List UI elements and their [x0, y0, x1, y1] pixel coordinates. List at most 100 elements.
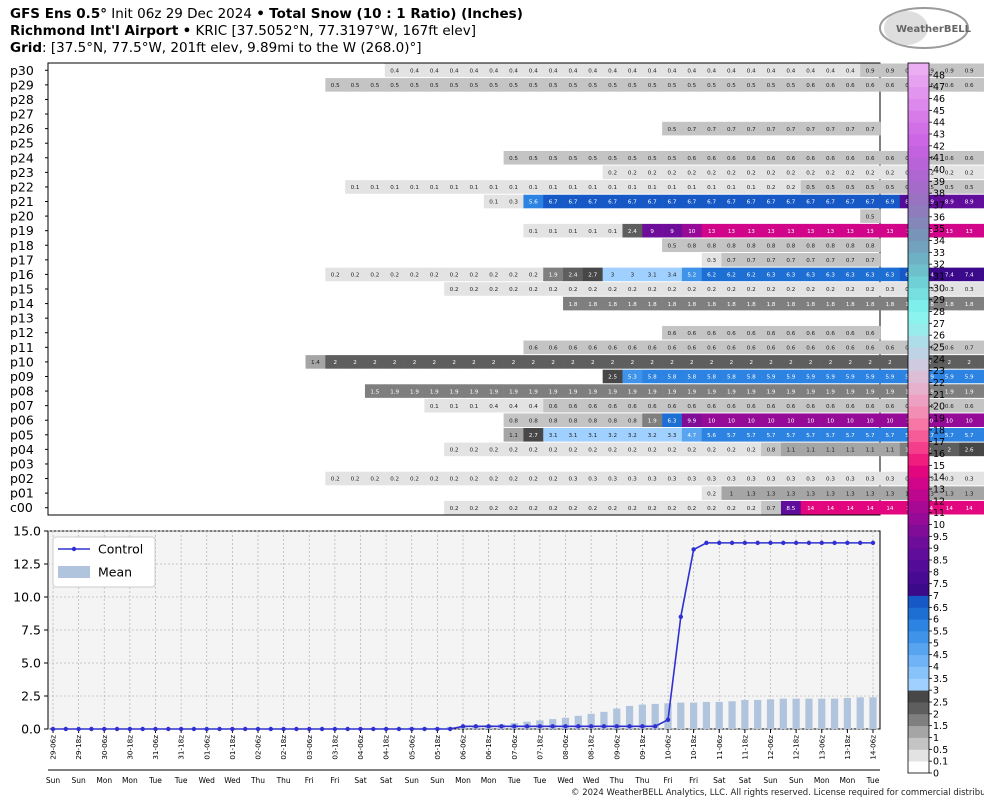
heat-cell-value: 0.2 — [687, 448, 696, 454]
heat-cell-value: 5.7 — [945, 433, 954, 439]
heat-cell-value: 5.7 — [965, 433, 974, 439]
row-label: c00 — [10, 500, 33, 515]
heat-cell-value: 3 — [631, 273, 635, 279]
heat-cell — [662, 355, 683, 369]
heat-cell — [642, 267, 663, 282]
heat-cell — [444, 355, 465, 369]
colorbar-swatch — [908, 252, 929, 265]
heat-cell — [701, 486, 722, 500]
heat-cell-value: 0.2 — [866, 171, 875, 177]
heat-cell-value: 0.4 — [767, 68, 776, 74]
control-point — [371, 726, 376, 732]
heat-cell-value: 6.3 — [826, 273, 835, 279]
heat-cell — [582, 471, 603, 486]
heat-cell — [860, 471, 881, 486]
weatherbell-logo: WeatherBELL — [876, 4, 972, 54]
heat-cell-value: 8.9 — [925, 200, 934, 206]
heat-cell-value: 0.2 — [509, 448, 518, 454]
colorbar-label: 22 — [933, 378, 945, 389]
heat-cell — [602, 471, 623, 486]
colorbar-swatch — [908, 654, 929, 667]
heat-cell-value: 0.9 — [965, 68, 974, 74]
heat-cell-value: 6.7 — [707, 200, 716, 206]
heat-cell-value: 0.2 — [489, 506, 498, 512]
heat-cell — [483, 442, 504, 457]
heat-cell — [602, 180, 623, 194]
heat-cell-value: 0.7 — [846, 258, 855, 264]
row-label: p12 — [10, 325, 34, 340]
row-label: p19 — [10, 223, 34, 238]
heat-cell — [384, 63, 405, 78]
heat-cell-value: 0.4 — [826, 68, 835, 74]
mean-bar — [702, 701, 711, 729]
heat-cell — [483, 267, 504, 282]
heat-cell-value: 1.1 — [786, 448, 795, 454]
heat-cell-value: 0.6 — [786, 156, 795, 162]
heat-cell-value: 1.9 — [509, 389, 518, 395]
heat-cell — [662, 282, 683, 296]
day-label: Wed — [224, 776, 241, 785]
ensemble-heatmap: p30 0.4 0.4 0.4 0.4 0.4 0.4 0.4 0.4 0.4 0.4 0.4 0.4 0… — [10, 62, 984, 516]
control-point — [717, 540, 722, 546]
heat-cell — [523, 78, 544, 92]
control-point — [614, 724, 619, 729]
heat-cell — [741, 325, 762, 340]
heat-cell-value: 0.6 — [668, 346, 677, 352]
heat-cell-value: 0.2 — [351, 477, 360, 483]
colorbar-swatch — [908, 619, 929, 632]
heat-cell — [800, 355, 821, 369]
heat-cell-value: 8.9 — [945, 200, 954, 206]
heat-cell-value: 0.6 — [687, 331, 696, 337]
heat-cell-value: 0.6 — [806, 346, 815, 352]
heat-cell — [880, 78, 901, 92]
heat-cell-value: 8.5 — [786, 506, 795, 512]
colorbar-label: 32 — [933, 260, 945, 271]
heat-cell-value: 0.5 — [965, 185, 974, 191]
heat-cell — [681, 384, 703, 398]
row-label: p18 — [10, 238, 34, 253]
control-point — [447, 726, 453, 732]
mean-bar — [613, 708, 621, 729]
heat-cell — [662, 150, 683, 165]
heat-cell — [860, 267, 881, 282]
heat-cell — [939, 500, 960, 515]
heat-cell — [800, 486, 821, 500]
heat-cell — [543, 384, 564, 398]
heat-cell-value: 6.2 — [747, 273, 756, 279]
heat-cell-value: 0.6 — [648, 404, 657, 410]
heat-cell — [563, 78, 584, 92]
colorbar: 00.10.511.522.533.544.555.566.577.588.59… — [907, 62, 948, 780]
heat-cell — [741, 384, 762, 398]
heat-cell-value: 13 — [787, 229, 795, 235]
heat-cell — [979, 267, 984, 282]
heat-cell-value: 0.2 — [410, 273, 419, 279]
heat-cell — [939, 165, 960, 180]
heat-cell — [840, 384, 861, 398]
heat-cell-value: 0.8 — [588, 418, 597, 424]
heat-cell — [780, 325, 802, 340]
heat-cell — [939, 296, 960, 311]
heat-cell — [642, 428, 663, 442]
heat-cell-value: 1.9 — [866, 389, 875, 395]
control-point — [768, 540, 773, 546]
heat-cell — [780, 355, 802, 369]
heat-cell — [800, 340, 821, 355]
heat-cell — [701, 471, 722, 486]
heat-cell — [761, 296, 782, 311]
control-point — [691, 547, 696, 552]
heat-cell-value: 1.8 — [628, 302, 637, 308]
heat-cell — [939, 150, 960, 165]
control-point — [204, 726, 209, 732]
station-detail: KRIC [37.5052°N, 77.3197°W, 167ft elev] — [195, 23, 476, 39]
heat-cell-value: 6.3 — [846, 273, 855, 279]
heat-cell — [464, 398, 485, 413]
heat-cell-value: 0.5 — [648, 83, 657, 89]
heat-cell — [563, 442, 584, 457]
day-label: Tue — [532, 776, 546, 785]
heat-cell-value: 0.4 — [509, 404, 518, 410]
colorbar-label: 0.1 — [933, 757, 948, 768]
heat-cell-value: 0.5 — [588, 156, 597, 162]
heat-cell — [681, 63, 703, 78]
heat-cell-value: 1.9 — [806, 389, 815, 395]
heat-cell-value: 0.6 — [846, 156, 855, 162]
